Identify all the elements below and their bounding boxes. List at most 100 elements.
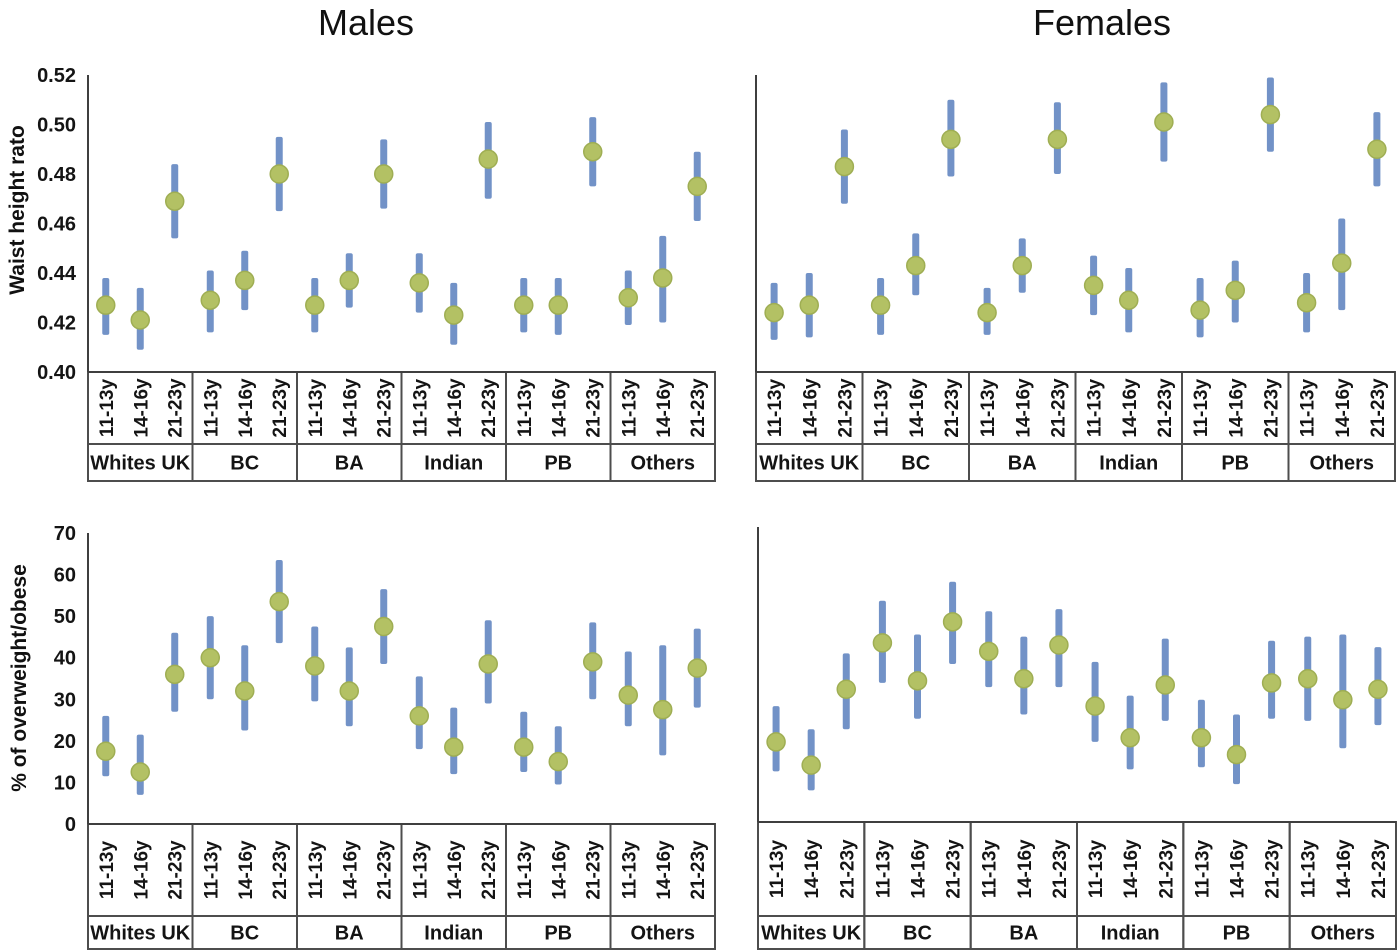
data-point [653,699,673,720]
data-point [96,295,116,315]
column-title-males: Males [317,2,415,43]
y-tick-label: 0.42 [37,313,76,335]
age-category-label: 14-16y [654,378,675,438]
group-cell [609,915,716,950]
data-point [409,273,430,293]
data-point [514,737,534,757]
y-tick-label: 10 [54,772,76,794]
data-point [1083,275,1104,296]
data-point [618,685,639,705]
data-point [478,149,498,169]
age-category-label: 11-13y [1192,840,1213,899]
data-point [764,302,784,323]
group-label: PB [544,453,572,475]
group-cell [1288,915,1397,950]
age-category-label: 21-23y [944,839,965,899]
age-category-label: 14-16y [1013,378,1034,438]
group-label: BC [903,923,932,945]
data-point [1085,696,1105,716]
group-cell [1287,443,1396,482]
y-tick-label: 30 [54,689,76,711]
data-point [1047,129,1068,150]
group-label: Whites UK [90,923,191,945]
y-axis-title-percent-overweight: % of overweight/obese [8,564,31,792]
age-category-label: 21-23y [1050,839,1071,899]
age-category-label: 11-13y [1085,379,1106,438]
data-point [653,268,673,288]
age-category-label: 14-16y [907,378,928,438]
data-point [235,270,255,291]
data-point [1225,280,1245,301]
data-point [1368,679,1388,699]
group-label: Indian [424,453,483,475]
y-tick-label: 0.50 [37,115,76,137]
data-point [1154,112,1174,132]
age-category-label: 14-16y [549,378,570,438]
age-category-label: 21-23y [1263,839,1284,899]
age-category-label: 11-13y [201,841,222,900]
y-tick-label: 0.52 [37,65,76,87]
age-category-label: 21-23y [479,378,500,438]
age-category-label: 14-16y [340,378,361,438]
data-point [200,290,221,310]
age-category-label: 21-23y [688,840,709,900]
data-point [96,741,116,761]
age-category-label: 14-16y [1226,378,1247,438]
age-category-label: 11-13y [410,841,431,900]
age-category-label: 11-13y [873,840,894,899]
age-category-label: 21-23y [584,840,605,900]
data-point [305,656,325,676]
group-label: Others [1311,923,1375,945]
group-label: BA [335,453,364,475]
y-tick-label: 50 [54,606,76,628]
age-category-label: 11-13y [980,840,1001,899]
age-category-label: 14-16y [1228,839,1249,899]
group-label: Indian [1101,923,1160,945]
group-label: BA [1008,453,1037,475]
data-point [687,176,707,197]
data-point [801,755,821,775]
age-category-label: 21-23y [166,378,187,438]
age-category-label: 11-13y [97,841,118,900]
group-label: Whites UK [90,453,191,475]
data-point [1155,675,1176,695]
age-category-label: 21-23y [584,378,605,438]
age-category-label: 21-23y [1368,378,1389,438]
group-label: PB [544,923,572,945]
data-point [687,658,707,678]
age-category-label: 14-16y [909,839,930,899]
age-category-label: 11-13y [767,840,788,899]
data-point [1332,253,1352,273]
y-tick-label: 60 [54,565,76,587]
data-point [870,295,891,315]
age-category-label: 14-16y [549,840,570,900]
data-point [618,288,639,308]
age-category-label: 11-13y [872,379,893,438]
data-point [977,302,997,323]
y-tick-label: 0.44 [37,263,77,285]
data-point [1367,139,1387,159]
data-point [444,305,464,325]
group-label: BA [1009,923,1038,945]
data-point [1190,300,1210,320]
data-point [836,679,857,699]
column-title-females: Females [1032,2,1172,43]
age-category-label: 21-23y [270,840,291,900]
y-axis-title-waist-height-ratio: Waist height rato [6,125,29,295]
age-category-label: 11-13y [765,379,786,438]
data-point [582,141,603,162]
age-category-label: 21-23y [270,378,291,438]
group-label: Whites UK [761,923,862,945]
group-label: Indian [1099,453,1158,475]
group-label: Indian [424,923,483,945]
data-point [548,295,568,315]
age-category-label: 11-13y [306,841,327,900]
age-category-label: 21-23y [166,840,187,900]
data-point [1191,727,1212,748]
age-category-label: 14-16y [1334,839,1355,899]
data-point [799,295,819,315]
y-tick-label: 70 [54,523,76,545]
group-label: Whites UK [759,453,860,475]
